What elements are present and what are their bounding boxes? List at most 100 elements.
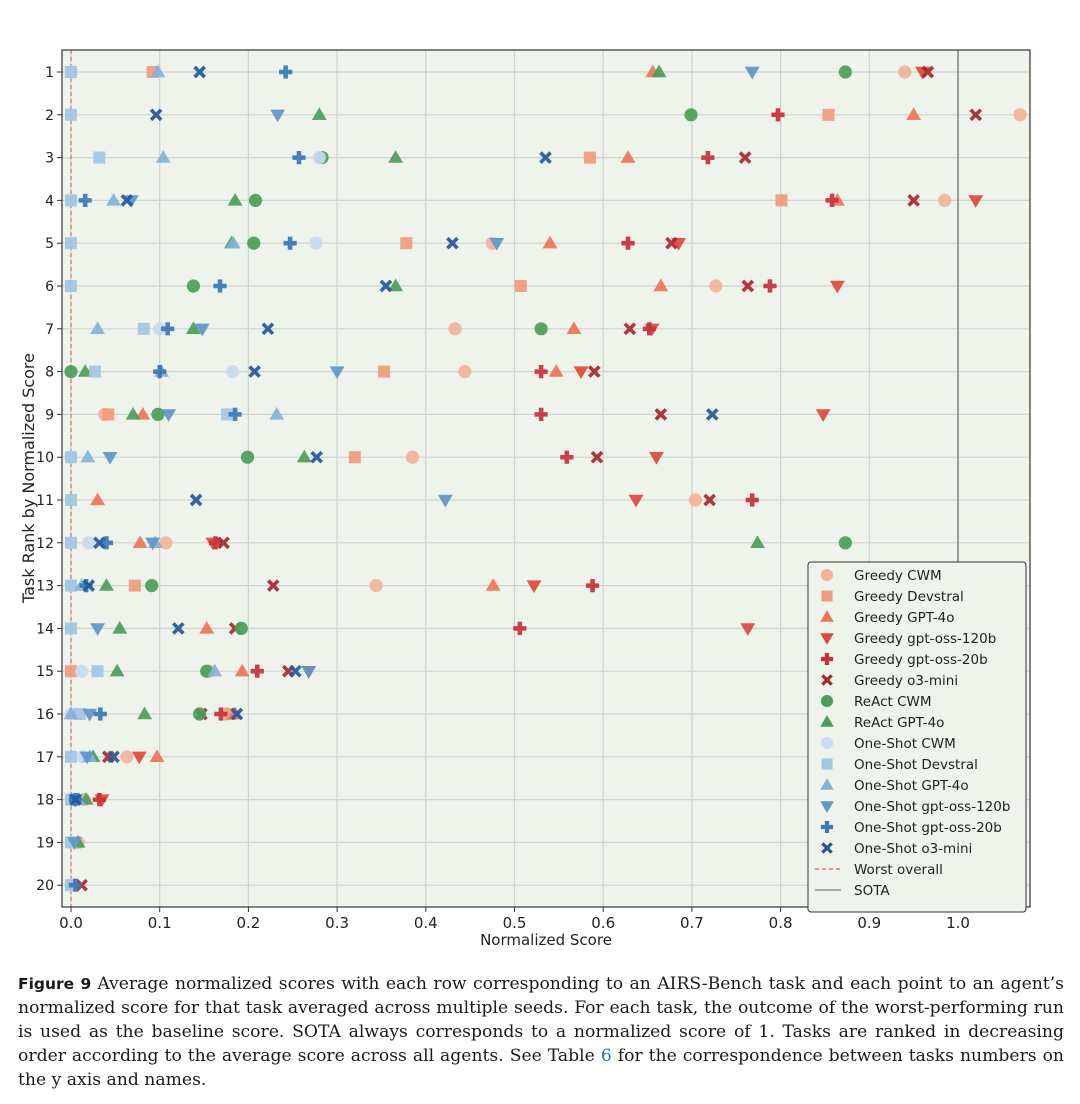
point-one-shot-devstral: [137, 322, 150, 335]
scatter-chart: 0.0 0.1 0.2 0.3 0.4 0.5 0.6 0.7 0.8 0.9 1.0 123456…: [19, 49, 1031, 949]
point-react-cwm: [838, 65, 852, 79]
x-axis-ticks: 0.0 0.1 0.2 0.3 0.4 0.5 0.6 0.7 0.8 0.9 1.0: [59, 907, 970, 932]
point-one-shot-gpt-4o: [80, 449, 96, 463]
point-greedy-gpt-oss-120b: [740, 623, 756, 636]
point-greedy-gpt-oss-20b: [763, 279, 777, 293]
point-one-shot-devstral: [65, 579, 77, 592]
x-tick-label: 0.2: [236, 914, 260, 932]
point-greedy-o3-mini: [703, 493, 716, 507]
point-greedy-o3-mini: [665, 236, 678, 250]
point-greedy-gpt-4o: [234, 663, 250, 677]
point-greedy-cwm: [159, 536, 173, 550]
point-one-shot-gpt-4o: [207, 663, 223, 677]
point-greedy-cwm: [938, 193, 952, 207]
legend-marker-greedy-o3-mini: [821, 674, 833, 686]
legend-label: One-Shot CWM: [854, 736, 956, 752]
legend-marker-greedy-gpt-oss-20b: [820, 652, 834, 666]
y-tick-label: 3: [45, 151, 54, 167]
point-one-shot-gpt-oss-20b: [99, 536, 114, 550]
point-react-cwm: [193, 707, 207, 721]
point-one-shot-gpt-oss-20b: [279, 65, 293, 79]
point-one-shot-gpt-oss-120b: [102, 451, 118, 465]
point-one-shot-devstral: [91, 665, 104, 678]
point-greedy-o3-mini: [217, 536, 230, 550]
y-tick-label: 10: [36, 450, 54, 466]
legend-box: [807, 561, 1027, 913]
legend-marker-greedy-devstral: [821, 590, 833, 602]
y-tick-label: 16: [36, 707, 54, 723]
legend-marker-one-shot-cwm: [820, 736, 834, 750]
point-one-shot-gpt-4o: [225, 235, 241, 249]
point-react-gpt-4o: [296, 449, 312, 463]
point-one-shot-o3-mini: [379, 279, 393, 293]
point-one-shot-gpt-oss-120b: [79, 751, 95, 765]
plot-frame: [61, 49, 1031, 908]
point-one-shot-gpt-oss-120b: [82, 708, 98, 722]
point-react-cwm: [64, 365, 78, 379]
point-one-shot-o3-mini: [120, 194, 134, 207]
point-greedy-cwm: [448, 322, 462, 336]
point-react-gpt-4o: [388, 150, 404, 163]
point-react-gpt-4o: [109, 663, 125, 677]
point-react-gpt-4o: [651, 64, 667, 78]
point-greedy-gpt-oss-20b: [745, 493, 759, 507]
legend-label: Worst overall: [854, 862, 943, 878]
legend-label: One-Shot gpt-oss-20b: [854, 820, 1002, 836]
y-tick-label: 11: [36, 493, 54, 509]
legend-marker-one-shot-gpt-oss-20b: [820, 820, 834, 834]
point-greedy-o3-mini: [266, 579, 280, 592]
y-tick-label: 4: [45, 193, 54, 209]
point-greedy-gpt-oss-20b: [642, 322, 656, 336]
legend-marker-react-gpt-4o: [820, 715, 834, 727]
point-greedy-gpt-oss-20b: [585, 579, 600, 593]
point-one-shot-devstral: [65, 622, 77, 635]
point-greedy-o3-mini: [654, 408, 668, 421]
point-one-shot-o3-mini: [289, 664, 302, 678]
point-greedy-gpt-4o: [566, 321, 582, 335]
point-greedy-gpt-oss-20b: [825, 193, 839, 207]
point-react-cwm: [240, 450, 255, 464]
caption-text: Average normalized scores with each row …: [18, 974, 1064, 1066]
point-greedy-o3-mini: [921, 65, 935, 79]
point-one-shot-devstral: [65, 237, 77, 250]
point-greedy-gpt-oss-120b: [829, 280, 845, 294]
legend-marker-one-shot-gpt-4o: [820, 778, 834, 790]
point-greedy-cwm: [688, 493, 703, 507]
table-reference-link[interactable]: 6: [600, 1046, 612, 1066]
point-greedy-o3-mini: [590, 450, 604, 464]
point-greedy-gpt-oss-20b: [208, 536, 223, 550]
point-one-shot-gpt-oss-120b: [270, 109, 286, 123]
y-tick-label: 7: [45, 322, 54, 338]
x-axis-label: Normalized Score: [480, 931, 612, 949]
x-tick-label: 1.0: [946, 914, 970, 932]
point-greedy-devstral: [514, 280, 527, 292]
point-react-gpt-4o: [77, 364, 93, 377]
point-react-gpt-4o: [112, 620, 128, 634]
point-greedy-o3-mini: [969, 108, 983, 122]
point-greedy-o3-mini: [623, 322, 637, 336]
point-react-gpt-4o: [137, 706, 153, 720]
y-tick-label: 1: [45, 65, 54, 81]
point-greedy-gpt-oss-120b: [628, 494, 644, 508]
point-one-shot-devstral: [65, 280, 77, 292]
point-one-shot-devstral: [65, 750, 77, 763]
point-greedy-cwm: [709, 279, 723, 293]
figure-caption: Figure 9 Average normalized scores with e…: [18, 972, 1064, 1092]
point-react-gpt-4o: [227, 192, 243, 206]
point-greedy-gpt-oss-120b: [573, 366, 589, 380]
point-one-shot-devstral: [88, 365, 101, 378]
point-one-shot-cwm: [312, 151, 326, 165]
point-one-shot-gpt-oss-20b: [93, 707, 107, 721]
point-react-cwm: [248, 193, 263, 207]
point-greedy-gpt-4o: [620, 150, 636, 163]
point-react-cwm: [234, 621, 248, 636]
point-one-shot-o3-mini: [261, 322, 275, 336]
legend-marker-one-shot-o3-mini: [821, 842, 833, 854]
point-one-shot-devstral: [65, 494, 77, 506]
point-one-shot-gpt-oss-20b: [161, 322, 175, 336]
point-react-gpt-4o: [750, 535, 765, 549]
x-tick-label: 0.8: [769, 914, 793, 932]
point-react-cwm: [534, 322, 548, 336]
y-tick-label: 9: [45, 407, 54, 423]
legend-marker-react-cwm: [820, 694, 834, 708]
